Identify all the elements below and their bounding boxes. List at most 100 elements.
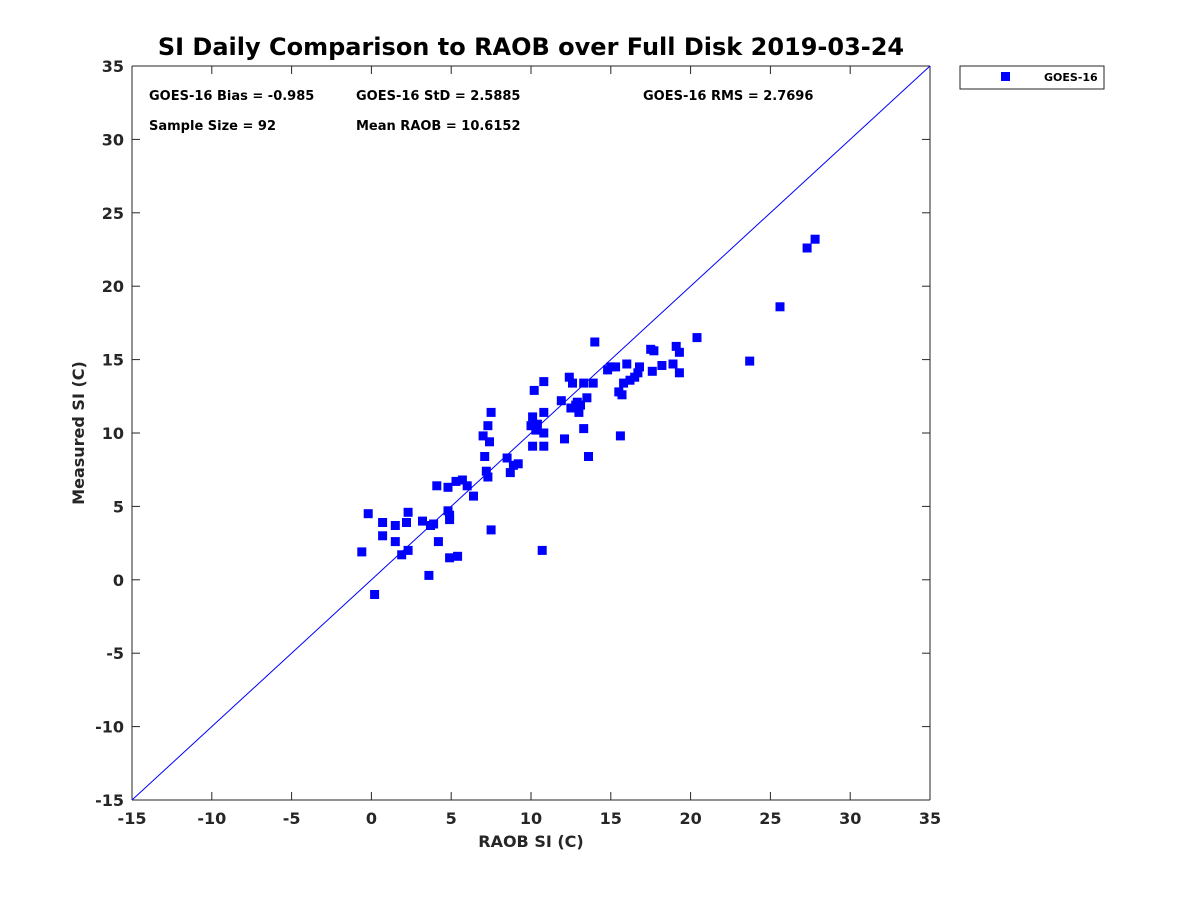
data-point [357, 547, 367, 557]
data-point [657, 361, 667, 370]
data-point [588, 378, 598, 388]
data-point [617, 390, 627, 400]
data-point [810, 234, 820, 244]
y-tick-label: 30 [102, 130, 124, 149]
x-tick-label: 10 [520, 809, 542, 828]
data-point [453, 551, 463, 561]
legend-box [959, 65, 1105, 90]
data-point [590, 337, 600, 347]
data-point [579, 378, 589, 388]
y-tick-label: 35 [102, 57, 124, 76]
data-point [633, 368, 643, 378]
data-point [532, 419, 542, 429]
x-tick-label: 30 [839, 809, 861, 828]
data-point [403, 507, 413, 517]
data-point [445, 553, 455, 563]
data-point [390, 521, 400, 530]
data-point [378, 518, 388, 527]
data-point [528, 441, 538, 451]
data-point [432, 481, 442, 491]
data-point [582, 393, 592, 403]
rms-annotation: GOES-16 RMS = 2.7696 [643, 89, 813, 104]
data-point [564, 372, 574, 382]
data-point [370, 590, 380, 599]
data-point [528, 412, 538, 422]
chart-title: SI Daily Comparison to RAOB over Full Di… [158, 33, 904, 61]
data-point [622, 359, 632, 369]
y-tick-label: 5 [113, 497, 124, 516]
data-point [433, 537, 443, 547]
legend-entry-goes16: GOES-16 [1044, 71, 1098, 84]
data-point [486, 407, 496, 417]
data-point [403, 545, 413, 555]
data-point [445, 515, 455, 525]
data-point [531, 425, 541, 435]
data-point [526, 421, 536, 431]
x-tick-label: 15 [600, 809, 622, 828]
data-point [649, 346, 659, 356]
x-axis-title: RAOB SI (C) [478, 832, 583, 851]
data-point [462, 481, 472, 491]
data-point [566, 403, 576, 413]
x-tick-label: -5 [283, 809, 301, 828]
data-point [619, 378, 629, 388]
data-point [775, 302, 785, 312]
x-tick-label: 0 [366, 809, 377, 828]
data-point [560, 434, 569, 444]
data-point [478, 431, 488, 441]
x-tick-label: 20 [679, 809, 701, 828]
data-point [539, 377, 549, 387]
data-point [579, 424, 589, 434]
data-point [429, 519, 439, 529]
data-point [443, 482, 453, 492]
data-point [529, 385, 539, 395]
data-point [574, 407, 584, 417]
data-point [745, 356, 755, 366]
y-tick-label: 15 [102, 351, 124, 370]
data-point [502, 453, 512, 463]
data-point [508, 460, 518, 470]
mean-raob-annotation: Mean RAOB = 10.6152 [356, 119, 521, 134]
x-tick-label: 5 [446, 809, 457, 828]
y-tick-label: 0 [113, 571, 124, 590]
data-point [363, 509, 373, 519]
data-point [397, 550, 407, 560]
data-point [424, 570, 434, 580]
series-goes16-points [357, 234, 820, 599]
data-point [674, 347, 684, 357]
legend: GOES-16 [959, 65, 1105, 90]
data-point [378, 531, 388, 541]
y-tick-label: 20 [102, 277, 124, 296]
y-ticks: -15 -10 -5 0 5 10 15 20 25 30 35 [95, 57, 930, 810]
plot-area: -15 -10 -5 0 5 10 15 20 25 30 35 -15 -10 -5 0 5 10 15 20 2… [95, 57, 941, 828]
data-point [480, 452, 490, 461]
data-point [481, 466, 491, 476]
y-tick-label: 25 [102, 204, 124, 223]
y-axis-title: Measured SI (C) [69, 361, 88, 505]
y-tick-label: 10 [102, 424, 124, 443]
x-ticks: -15 -10 -5 0 5 10 15 20 25 30 35 [118, 66, 941, 828]
x-tick-label: -10 [197, 809, 226, 828]
data-point [469, 491, 478, 501]
data-point [576, 400, 585, 410]
x-tick-label: 35 [919, 809, 941, 828]
data-point [539, 441, 549, 451]
data-point [390, 537, 400, 547]
y-tick-label: -5 [106, 644, 124, 663]
data-point [584, 452, 593, 461]
data-point [457, 475, 467, 485]
y-tick-label: -10 [95, 718, 124, 737]
data-point [611, 362, 621, 372]
data-point [505, 468, 515, 478]
data-point [671, 341, 681, 351]
data-point [674, 368, 684, 378]
y-tick-label: -15 [95, 791, 124, 810]
data-point [539, 428, 549, 438]
data-point [647, 366, 657, 376]
legend-marker-square-icon [1001, 72, 1010, 81]
data-point [802, 243, 812, 253]
data-point [485, 437, 494, 447]
data-point [668, 359, 678, 369]
data-point [451, 476, 461, 486]
